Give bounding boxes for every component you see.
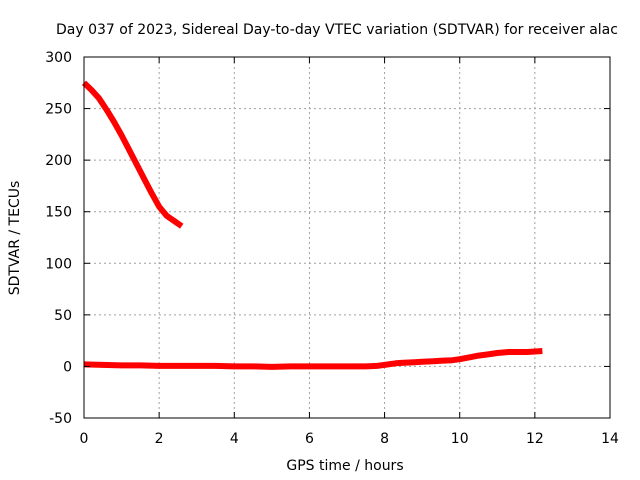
x-tick-label: 8 (380, 431, 389, 447)
x-tick-label: 4 (230, 431, 239, 447)
y-tick-label: 150 (45, 205, 72, 221)
x-tick-label: 0 (80, 431, 89, 447)
data-series (81, 80, 543, 370)
x-tick-label: 12 (526, 431, 544, 447)
grid-lines (84, 57, 610, 418)
series-line-2 (83, 348, 543, 370)
x-tick-label: 10 (451, 431, 469, 447)
y-tick-label: 300 (45, 50, 72, 66)
y-tick-label: 50 (54, 308, 72, 324)
x-tick-label: 14 (601, 431, 619, 447)
y-tick-label: 100 (45, 256, 72, 272)
series-line-1 (81, 80, 184, 229)
x-tick-label: 2 (155, 431, 164, 447)
x-tick-label: 6 (305, 431, 314, 447)
y-tick-label: 200 (45, 153, 72, 169)
y-tick-label: 0 (63, 359, 72, 375)
x-axis-label: GPS time / hours (286, 458, 403, 474)
y-axis-label: SDTVAR / TECUs (7, 181, 23, 296)
axis-ticks: 0 2 4 6 8 10 12 14 -50 0 50 100 150 200 250 300 (45, 50, 619, 447)
chart-title: Day 037 of 2023, Sidereal Day-to-day VTE… (56, 22, 618, 38)
y-tick-label: 250 (45, 102, 72, 118)
plot-frame (83, 56, 611, 419)
y-tick-label: -50 (49, 411, 72, 427)
